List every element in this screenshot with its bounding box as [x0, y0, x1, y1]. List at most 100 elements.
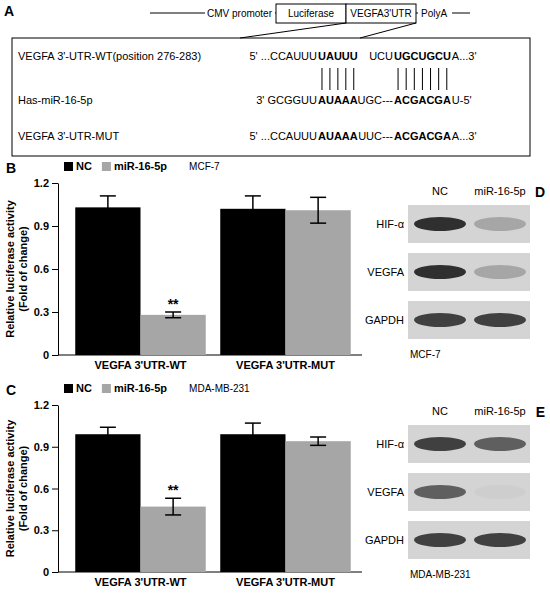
blot-panel: ENCmiR-16-5pHIF-αVEGFAGAPDHMDA-MB-231: [365, 404, 545, 580]
sequence-motif: ACGACGA: [394, 130, 451, 142]
legend-label: NC: [76, 160, 92, 172]
y-tick-label: 0.9: [34, 220, 49, 232]
y-tick-label: 0.6: [34, 263, 49, 275]
sequence-motif: AUAAA: [318, 94, 358, 106]
chart-panel: 00.30.60.91.2Relative luciferase activit…: [4, 160, 362, 371]
blot-strip: [408, 301, 530, 339]
y-tick: 0.3: [34, 306, 58, 318]
y-tick: 0.9: [34, 441, 58, 453]
panel-label: C: [6, 382, 16, 398]
y-tick: 0: [43, 566, 58, 578]
pair-line: [321, 68, 322, 90]
blot-band: [474, 485, 526, 499]
error-cap: [245, 422, 261, 424]
chart-title: MDA-MB-231: [189, 383, 250, 394]
error-cap: [245, 221, 261, 223]
column-label: miR-16-5p: [474, 405, 525, 417]
pair-line: [329, 68, 330, 90]
blot-band: [414, 217, 466, 231]
chart-panel: 0 0.3 0.6 0.9 1.2 Relative luciferase activit…: [4, 382, 362, 588]
row-label: Has-miR-16-5p: [18, 94, 93, 106]
sequence: 5' ...CCAUUU: [250, 130, 318, 142]
blot-band: [474, 265, 526, 279]
significance: **: [168, 482, 179, 498]
panel-label: D: [535, 184, 545, 200]
y-tick: 1.2: [34, 177, 58, 189]
x-tick-label: VEGFA 3'UTR-MUT: [236, 359, 335, 371]
pair-line: [406, 68, 407, 90]
legend-swatch: [102, 384, 111, 393]
y-tick-mark: [52, 405, 58, 406]
legend-swatch: [64, 162, 73, 171]
sequence: A...3': [452, 130, 477, 142]
error-cap: [310, 222, 326, 224]
column-label: NC: [432, 405, 448, 417]
error-cap: [165, 317, 181, 319]
sequence: 3' GCGGUU: [256, 94, 317, 106]
cell-line-label: MDA-MB-231: [410, 569, 471, 580]
bar: [286, 441, 351, 572]
panel-label: E: [536, 404, 545, 420]
sequence-motif: UGCUGCU: [394, 50, 451, 62]
row-label: VEGFA 3'-UTR-WT(position 276-283): [18, 50, 201, 62]
error-cap: [310, 436, 326, 438]
y-tick-mark: [52, 572, 58, 573]
panel-label: B: [6, 160, 16, 176]
zoom-line: [240, 23, 346, 38]
blot-strip: [408, 425, 530, 463]
blot-strip: [408, 473, 530, 511]
error-bar: [317, 197, 319, 223]
y-axis-title: Relative luciferase activity: [4, 199, 16, 337]
error-cap: [310, 445, 326, 447]
figure: ACMV promoterLuciferaseVEGFA3'UTRPolyAVE…: [0, 0, 550, 594]
y-tick: 0.9: [34, 220, 58, 232]
sequence: U-5': [452, 94, 472, 106]
pair-line: [438, 68, 439, 90]
construct-label: VEGFA3'UTR: [350, 8, 411, 19]
y-tick-mark: [52, 489, 58, 490]
blot-band: [474, 313, 526, 327]
y-tick: 1.2: [34, 399, 58, 411]
construct-polya-bg: [418, 4, 452, 23]
blot-band: [474, 217, 526, 231]
error-bar: [172, 498, 174, 515]
y-tick: 0.6: [34, 263, 58, 275]
x-tick-label: VEGFA 3'UTR-WT: [94, 359, 186, 371]
legend-label: miR-16-5p: [114, 382, 167, 394]
y-axis-line: [58, 184, 59, 356]
y-tick-mark: [52, 226, 58, 227]
legend-swatch: [102, 162, 111, 171]
construct-label: PolyA: [421, 8, 447, 19]
y-tick-mark: [52, 183, 58, 184]
construct-label: CMV promoter: [207, 8, 273, 19]
construct-box: [276, 4, 346, 23]
error-cap: [100, 195, 116, 197]
alignment-box: [12, 38, 530, 156]
construct-promoter-bg: [205, 4, 275, 23]
y-tick: 0.3: [34, 524, 58, 536]
cell-line-label: MCF-7: [410, 349, 441, 360]
pair-line: [414, 68, 415, 90]
y-tick-mark: [52, 269, 58, 270]
bar: [220, 434, 285, 572]
y-tick-label: 1.2: [34, 399, 49, 411]
legend-swatch: [64, 384, 73, 393]
y-tick: 0.6: [34, 483, 58, 495]
blot-band: [414, 533, 466, 547]
y-axis-title: Relative luciferase activity: [4, 419, 16, 557]
blot-band: [474, 533, 526, 547]
blot-panel: DNCmiR-16-5pHIF-αVEGFAGAPDHMCF-7: [365, 184, 545, 360]
y-tick-mark: [52, 530, 58, 531]
y-tick-label: 0.3: [34, 524, 49, 536]
blot-strip: [408, 253, 530, 291]
error-bar: [107, 196, 109, 219]
pair-line: [446, 68, 447, 90]
blot-band: [474, 437, 526, 451]
blot-strip: [408, 205, 530, 243]
chart-title: MCF-7: [189, 161, 220, 172]
pair-line: [345, 68, 346, 90]
y-tick-label: 0.6: [34, 483, 49, 495]
error-cap: [100, 440, 116, 442]
pair-line: [398, 68, 399, 90]
blot-band: [414, 485, 466, 499]
